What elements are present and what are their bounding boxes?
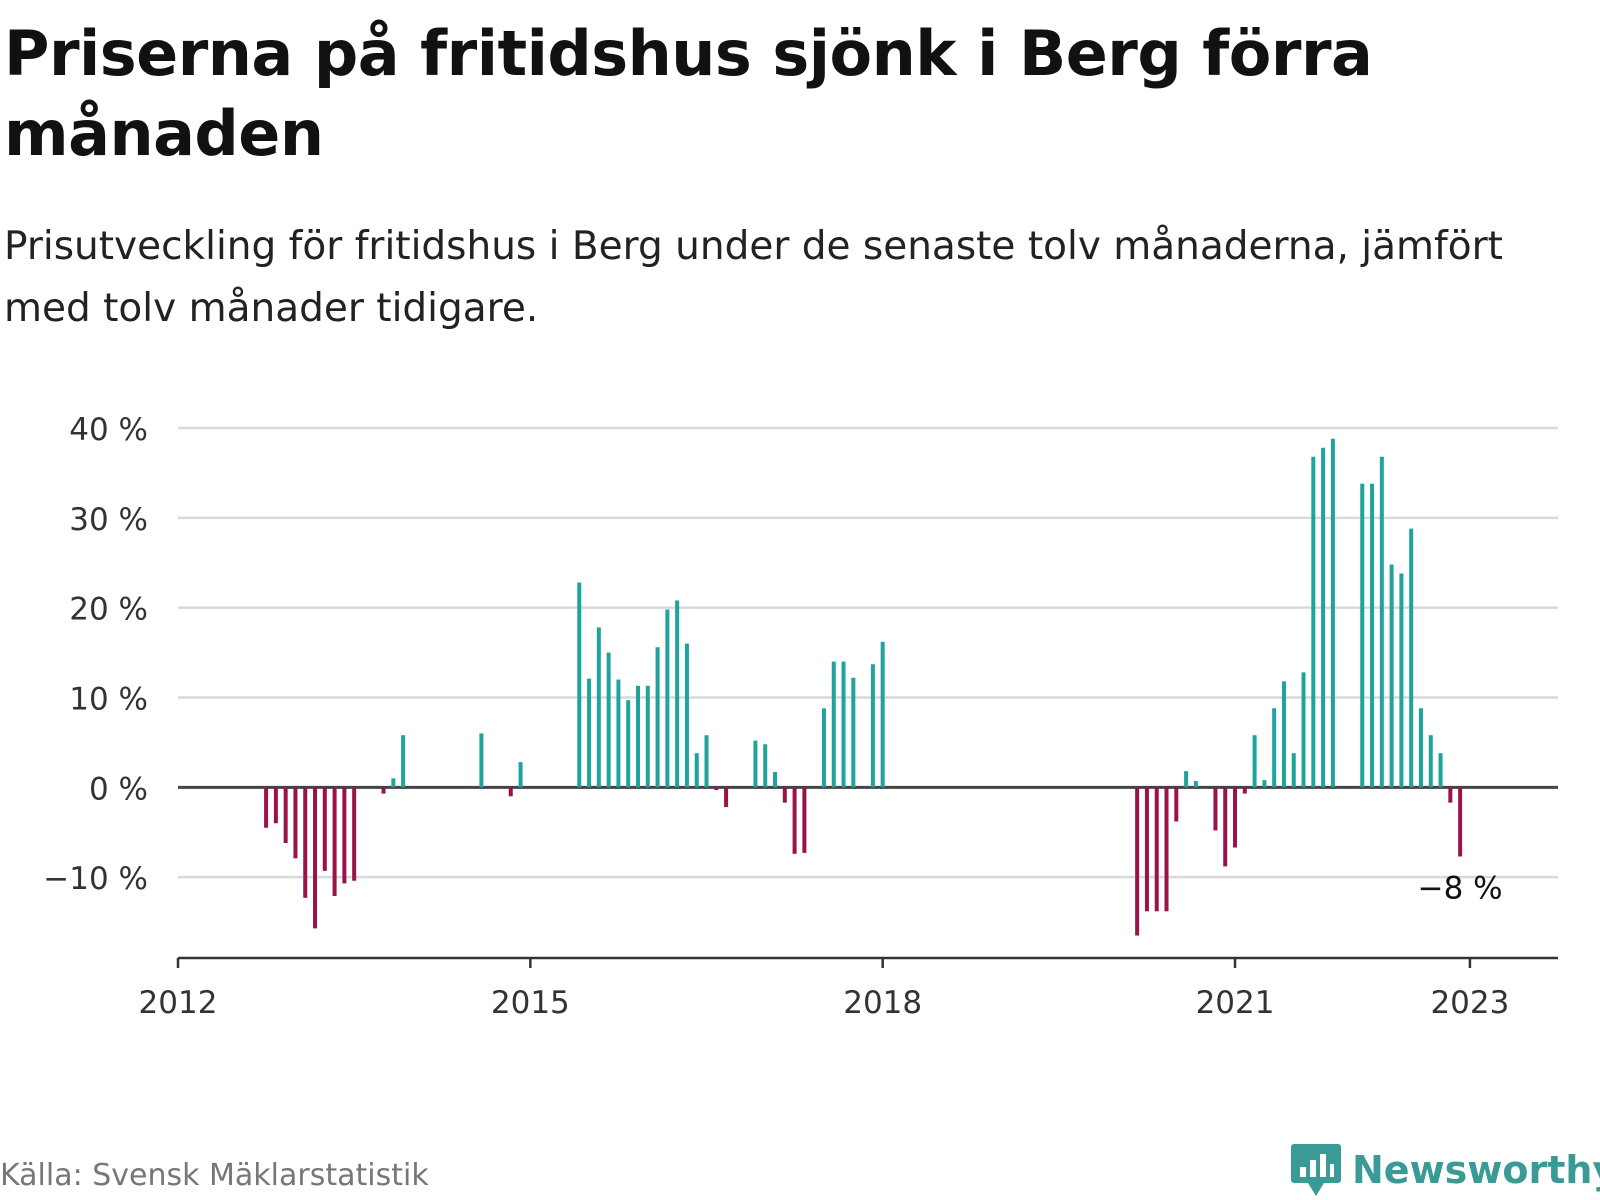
bar <box>1272 708 1277 788</box>
bar <box>1330 438 1335 788</box>
bar <box>626 700 631 788</box>
bar <box>1144 787 1149 912</box>
bar <box>870 664 875 788</box>
bar <box>753 740 758 788</box>
bar <box>1223 787 1228 867</box>
y-tick-label: −10 % <box>43 861 148 897</box>
bar <box>1458 787 1463 857</box>
bar <box>264 787 269 828</box>
source-note: Källa: Svensk Mäklarstatistik <box>0 1158 429 1193</box>
bar <box>391 778 396 788</box>
bar <box>1438 753 1443 788</box>
bar <box>381 787 386 794</box>
bar <box>1242 787 1247 794</box>
bar <box>645 685 650 788</box>
bar <box>313 787 318 929</box>
bar <box>782 787 787 803</box>
bar <box>841 661 846 788</box>
bar <box>342 787 347 884</box>
bar <box>332 787 337 897</box>
bar <box>1164 787 1169 912</box>
bar <box>665 609 670 788</box>
bar <box>1233 787 1238 848</box>
bar <box>1135 787 1140 936</box>
y-axis: −10 % 0 % 10 % 20 % 30 % 40 % <box>43 412 148 897</box>
bar <box>1311 456 1316 788</box>
bar <box>587 678 592 788</box>
chart-title: Priserna på fritidshus sjönk i Berg förr… <box>4 17 1373 170</box>
bar <box>880 641 885 788</box>
chart-subtitle: Prisutveckling för fritidshus i Berg und… <box>4 224 1503 331</box>
bar <box>763 744 768 788</box>
bar <box>724 787 729 808</box>
bar <box>616 679 621 788</box>
x-tick-label: 2018 <box>843 985 922 1021</box>
bar <box>596 627 601 788</box>
bar <box>1321 447 1326 788</box>
bar <box>831 661 836 788</box>
bar <box>792 787 797 854</box>
bar <box>479 733 484 788</box>
bar <box>1409 528 1414 788</box>
y-tick-label: 20 % <box>69 592 148 628</box>
y-tick-label: 10 % <box>69 681 148 717</box>
bar <box>684 643 689 788</box>
bar <box>773 772 778 788</box>
bar <box>401 735 406 788</box>
bar <box>1448 787 1453 803</box>
y-tick-label: 30 % <box>69 502 148 538</box>
bar <box>1291 753 1296 788</box>
bar <box>1252 735 1257 788</box>
bar <box>636 685 640 788</box>
bar <box>1281 681 1286 788</box>
bar-chart-bubble-icon <box>1291 1144 1341 1196</box>
bar-chart: −10 % 0 % 10 % 20 % 30 % 40 % 2012 2015 2018 202… <box>43 412 1558 1021</box>
bar <box>508 787 513 797</box>
bar <box>851 677 856 788</box>
gridlines <box>178 426 1558 879</box>
bar <box>322 787 327 871</box>
bar <box>1370 483 1375 788</box>
bar <box>293 787 298 859</box>
bar <box>273 787 278 824</box>
bar <box>1213 787 1218 831</box>
y-tick-label: 0 % <box>89 771 148 807</box>
bar <box>303 787 308 898</box>
x-axis: 2012 2015 2018 2021 2023 <box>139 956 1558 1021</box>
bar <box>1389 564 1394 788</box>
bar <box>802 787 807 853</box>
bar-series <box>264 438 1463 936</box>
bar <box>655 647 660 788</box>
bar <box>1262 780 1267 788</box>
bar <box>518 762 523 788</box>
bar <box>1418 708 1423 788</box>
bar <box>1399 573 1404 788</box>
bar <box>821 708 826 788</box>
x-tick-label: 2021 <box>1196 985 1275 1021</box>
annotations: −8 % <box>1418 870 1503 906</box>
x-tick-label: 2015 <box>491 985 570 1021</box>
bar <box>694 753 699 788</box>
brand-name: Newsworthy <box>1352 1148 1600 1192</box>
bar <box>704 735 709 788</box>
bar <box>1360 483 1365 788</box>
bar <box>1428 735 1433 788</box>
bar <box>1174 787 1179 822</box>
x-tick-label: 2023 <box>1430 985 1509 1021</box>
bar <box>675 600 680 788</box>
bar <box>352 787 357 881</box>
bar <box>1379 456 1384 788</box>
bar <box>1301 672 1306 788</box>
bar <box>1154 787 1159 912</box>
bar <box>283 787 288 844</box>
bar <box>606 652 611 788</box>
bar <box>1193 781 1198 788</box>
bar <box>577 582 582 788</box>
last-value-label: −8 % <box>1418 870 1503 906</box>
x-tick-label: 2012 <box>139 985 218 1021</box>
bar <box>1184 771 1189 788</box>
bar <box>714 787 719 791</box>
y-tick-label: 40 % <box>69 412 148 448</box>
brand-logo: Newsworthy <box>1290 1140 1600 1200</box>
